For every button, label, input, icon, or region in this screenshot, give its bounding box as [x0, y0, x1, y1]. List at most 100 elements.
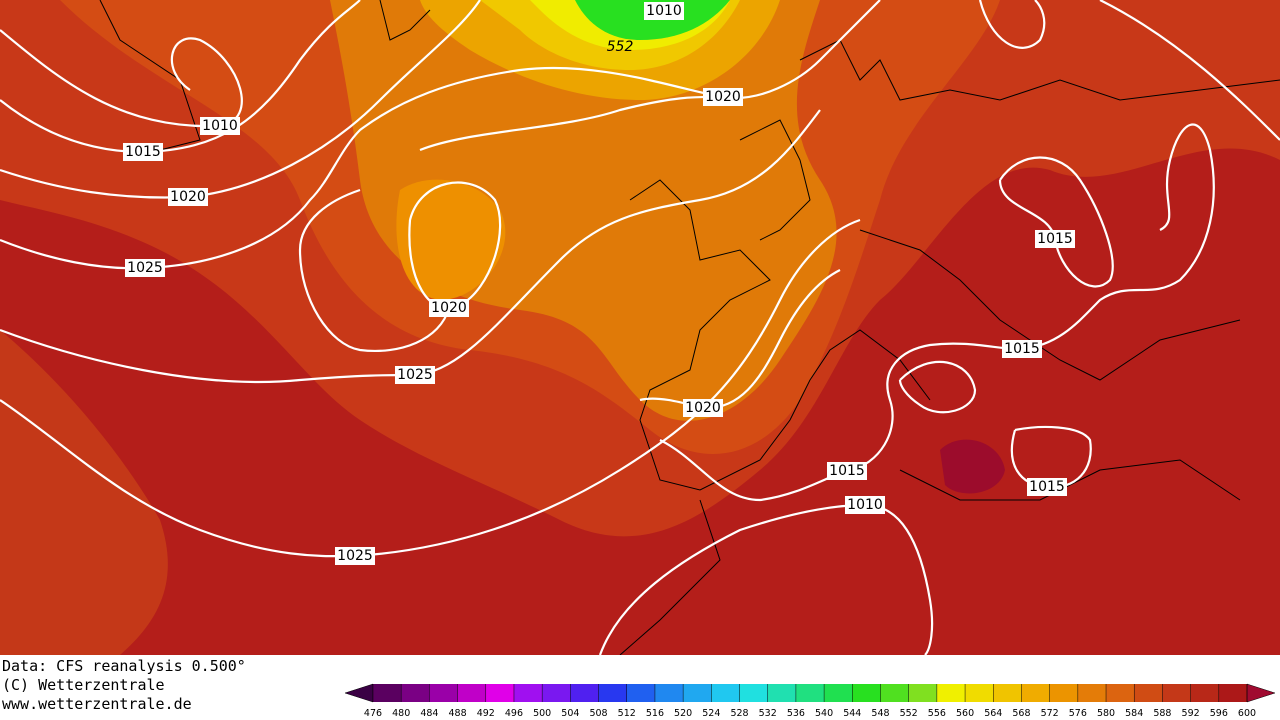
colorbar-swatch	[513, 684, 543, 702]
isobar-label: 1010	[646, 3, 682, 19]
colorbar-label: 516	[646, 708, 664, 719]
footer-line: (C) Wetterzentrale	[2, 676, 165, 694]
isobar-label-box	[123, 143, 163, 161]
isobar-label-box	[683, 399, 723, 417]
colorbar-swatch	[908, 684, 937, 702]
colorbar-swatch	[626, 684, 655, 702]
colorbar: 476 480 484 488 492 496 500 504 508 512 516 520 524 5…	[344, 683, 1276, 719]
colorbar-label: 504	[561, 708, 579, 719]
colorbar-label: 488	[449, 708, 467, 719]
colorbar-swatch	[570, 684, 599, 702]
colorbar-swatch	[598, 684, 627, 702]
colorbar-swatch	[993, 684, 1022, 702]
colorbar-label: 552	[900, 708, 918, 719]
colorbar-label: 528	[730, 708, 748, 719]
colorbar-label: 556	[928, 708, 946, 719]
colorbar-swatch	[1021, 684, 1050, 702]
colorbar-swatch	[683, 684, 712, 702]
isobar-label-box	[644, 2, 684, 20]
colorbar-label: 580	[1097, 708, 1115, 719]
isobar-label-box	[200, 117, 240, 135]
colorbar-swatch	[429, 684, 458, 702]
colorbar-label: 520	[674, 708, 692, 719]
colorbar-label: 536	[787, 708, 805, 719]
isobars	[0, 0, 1280, 558]
colorbar-swatch	[1077, 684, 1107, 702]
colorbar-swatch	[965, 684, 994, 702]
isobar-label-box	[827, 462, 867, 480]
map-background	[0, 0, 1280, 655]
colorbar-swatch	[1218, 684, 1247, 702]
isobar-label-box	[703, 88, 743, 106]
isobar-label-box	[429, 299, 469, 317]
colorbar-swatch	[401, 684, 430, 702]
colorbar-swatch	[457, 684, 486, 702]
colorbar-label: 572	[1041, 708, 1059, 719]
colorbar-swatch	[824, 684, 853, 702]
isobar-label-box	[1002, 340, 1042, 358]
isobar-label-box	[168, 188, 208, 206]
colorbar-swatch	[1049, 684, 1078, 702]
colorbar-label: 476	[364, 708, 382, 719]
colorbar-label: 568	[1012, 708, 1030, 719]
footer-line: Data: CFS reanalysis 0.500°	[2, 657, 246, 675]
isobar-label: 1015	[1004, 341, 1040, 357]
isobar-label: 1015	[1029, 479, 1065, 495]
isobar-label-box	[125, 259, 165, 277]
colorbar-label: 548	[871, 708, 889, 719]
isobar-label: 1015	[829, 463, 865, 479]
colorbar-label: 524	[702, 708, 720, 719]
isobar-label: 1010	[202, 118, 238, 134]
colorbar-swatch	[767, 684, 796, 702]
colorbar-swatch	[373, 684, 402, 702]
colorbar-swatch	[542, 684, 571, 702]
isobar-label-box	[1035, 230, 1075, 248]
colorbar-label: 560	[956, 708, 974, 719]
colorbar-label: 564	[984, 708, 1002, 719]
colorbar-swatch	[1190, 684, 1219, 702]
colorbar-label: 540	[815, 708, 833, 719]
isobar-label: 1015	[1037, 231, 1073, 247]
colorbar-swatch	[936, 684, 966, 702]
isobar-label: 1025	[337, 548, 373, 564]
colorbar-label: 544	[843, 708, 861, 719]
isobar-label: 1020	[685, 400, 721, 416]
colorbar-swatch	[1162, 684, 1191, 702]
colorbar-label: 500	[533, 708, 551, 719]
colorbar-label: 592	[1182, 708, 1200, 719]
isobar-label: 1020	[705, 89, 741, 105]
isobar-labels: 1010 1015 1020 1025 1020 1025 1020 1020 1015 1010…	[123, 2, 1075, 565]
colorbar-swatch	[880, 684, 909, 702]
colorbar-label: 508	[589, 708, 607, 719]
colorbar-swatch	[1106, 684, 1135, 702]
isobar-label: 1010	[847, 497, 883, 513]
colorbar-label: 576	[1069, 708, 1087, 719]
isobar-label: 1025	[397, 367, 433, 383]
isobar-label-box	[1027, 478, 1067, 496]
colorbar-label: 584	[1125, 708, 1143, 719]
colorbar-swatch	[485, 684, 514, 702]
colorbar-label: 596	[1210, 708, 1228, 719]
colorbar-swatch	[711, 684, 740, 702]
footer-line: www.wetterzentrale.de	[2, 695, 192, 713]
colorbar-label: 588	[1153, 708, 1171, 719]
isobar-label: 552	[607, 39, 634, 55]
colorbar-label: 532	[759, 708, 777, 719]
isobar-label-box	[335, 547, 375, 565]
colorbar-label: 480	[392, 708, 410, 719]
isobar-label: 1015	[125, 144, 161, 160]
footer: Data: CFS reanalysis 0.500°(C) Wetterzen…	[2, 657, 246, 713]
isobar-label: 1020	[170, 189, 206, 205]
isobar-label-box	[845, 496, 885, 514]
isobar-label: 1025	[127, 260, 163, 276]
colorbar-swatch	[795, 684, 825, 702]
colorbar-swatch	[739, 684, 768, 702]
colorbar-swatch	[654, 684, 684, 702]
colorbar-label: 492	[477, 708, 495, 719]
colorbar-label: 600	[1238, 708, 1256, 719]
colorbar-label: 484	[420, 708, 438, 719]
isobar-label: 1020	[431, 300, 467, 316]
colorbar-swatch	[1134, 684, 1163, 702]
